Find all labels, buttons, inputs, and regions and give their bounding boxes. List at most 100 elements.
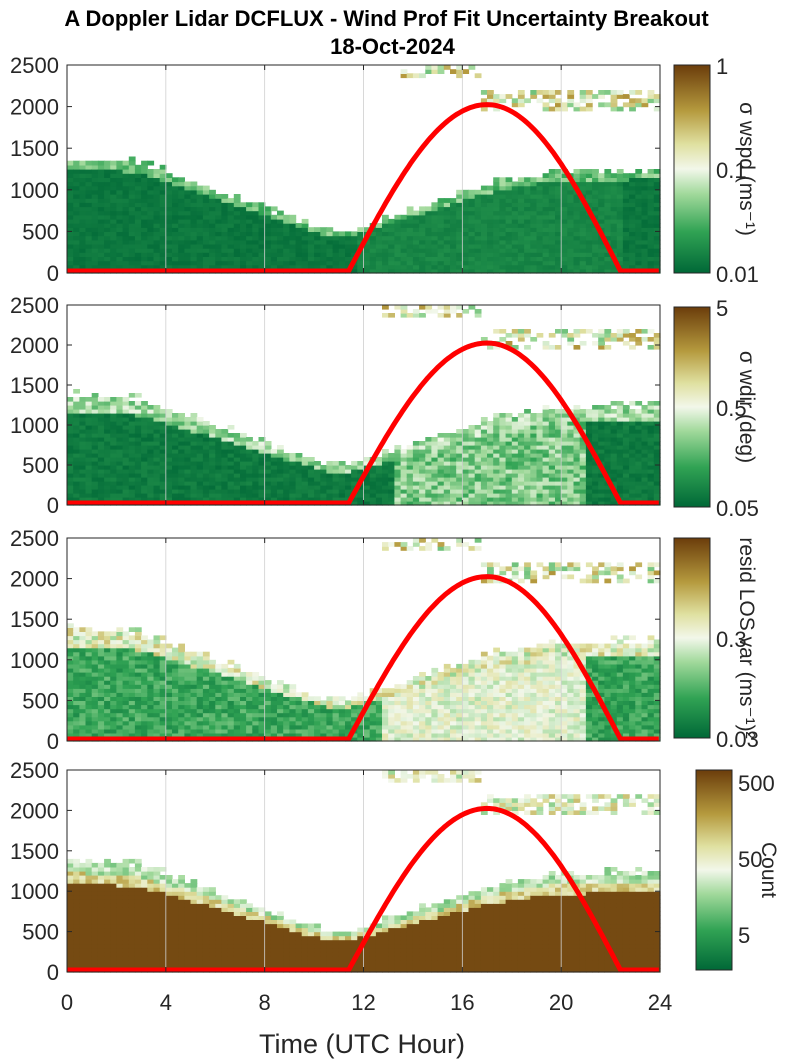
heatmap-cell <box>252 716 260 722</box>
heatmap-cell <box>289 493 297 498</box>
heatmap-cell <box>252 218 260 224</box>
heatmap-cell <box>524 264 531 270</box>
heatmap-cell <box>184 235 192 241</box>
heatmap-cell <box>122 728 130 734</box>
heatmap-cell <box>159 716 167 722</box>
heatmap-cell <box>548 485 556 490</box>
heatmap-cell <box>73 206 80 212</box>
heatmap-cell <box>134 256 142 262</box>
heatmap-cell <box>425 309 433 314</box>
heatmap-cell <box>622 239 630 245</box>
heatmap-cell <box>240 457 247 462</box>
heatmap-cell <box>517 449 525 454</box>
heatmap-cell <box>338 461 346 466</box>
heatmap-cell <box>202 202 210 208</box>
heatmap-cell <box>221 206 229 212</box>
heatmap-cell <box>635 489 643 494</box>
heatmap-cell <box>277 684 284 689</box>
heatmap-cell <box>536 189 544 195</box>
heatmap-cell <box>499 501 507 506</box>
heatmap-cell <box>641 405 649 410</box>
heatmap-cell <box>561 223 568 228</box>
heatmap-cell <box>542 469 550 474</box>
heatmap-cell <box>128 647 136 653</box>
heatmap-cell <box>641 457 649 462</box>
heatmap-cell <box>511 481 519 486</box>
heatmap-cell <box>73 635 80 641</box>
heatmap-cell <box>79 210 87 216</box>
heatmap-cell <box>246 684 253 689</box>
heatmap-cell <box>153 732 161 738</box>
heatmap-cell <box>178 659 185 665</box>
heatmap-cell <box>79 635 87 641</box>
heatmap-cell <box>567 473 575 478</box>
heatmap-cell <box>375 489 383 494</box>
heatmap-cell <box>153 696 161 701</box>
heatmap-cell <box>536 433 544 438</box>
heatmap-cell <box>474 260 482 266</box>
heatmap-cell <box>351 501 358 506</box>
heatmap-cell <box>147 181 155 187</box>
heatmap-cell <box>542 481 550 486</box>
heatmap-cell <box>141 655 148 661</box>
heatmap-cell <box>227 264 235 270</box>
heatmap-cell <box>419 493 426 498</box>
heatmap-cell <box>159 461 167 466</box>
heatmap-cell <box>122 260 130 266</box>
heatmap-cell <box>419 481 426 486</box>
heatmap-cell <box>301 489 309 494</box>
heatmap-cell <box>227 712 235 718</box>
heatmap-cell <box>326 227 334 232</box>
heatmap-cell <box>110 252 117 257</box>
heatmap-cell <box>196 264 204 270</box>
heatmap-cell <box>202 692 210 697</box>
heatmap-cell <box>517 441 525 446</box>
heatmap-cell <box>345 248 352 253</box>
heatmap-cell <box>511 417 519 422</box>
heatmap-cell <box>190 202 198 208</box>
heatmap-cell <box>641 214 649 220</box>
heatmap-cell <box>221 485 229 490</box>
heatmap-cell <box>184 680 192 685</box>
heatmap-cell <box>505 256 513 262</box>
heatmap-cell <box>307 243 315 249</box>
heatmap-cell <box>128 635 136 641</box>
heatmap-cell <box>85 473 93 478</box>
heatmap-cell <box>579 169 587 174</box>
heatmap-cell <box>462 264 470 270</box>
heatmap-cell <box>85 716 93 722</box>
heatmap-cell <box>524 181 531 187</box>
heatmap-cell <box>277 481 284 486</box>
heatmap-cell <box>246 724 253 730</box>
heatmap-cell <box>505 501 513 506</box>
heatmap-cell <box>647 477 655 482</box>
heatmap-cell <box>499 231 507 237</box>
heatmap-cell <box>585 429 593 434</box>
heatmap-cell <box>561 437 568 442</box>
heatmap-cell <box>567 206 575 212</box>
heatmap-cell <box>240 235 247 241</box>
heatmap-cell <box>450 497 457 502</box>
heatmap-cell <box>487 268 494 274</box>
heatmap-cell <box>592 239 599 245</box>
heatmap-cell <box>412 489 420 494</box>
heatmap-cell <box>437 235 445 241</box>
heatmap-cell <box>629 177 636 183</box>
heatmap-cell <box>85 627 93 632</box>
heatmap-cell <box>542 497 550 502</box>
heatmap-cell <box>524 248 531 253</box>
heatmap-cell <box>468 264 476 270</box>
heatmap-cell <box>91 667 99 673</box>
heatmap-cell <box>524 202 531 208</box>
heatmap-cell <box>511 218 519 224</box>
heatmap-cell <box>110 663 117 669</box>
heatmap-cell <box>141 235 148 241</box>
heatmap-cell <box>567 421 575 426</box>
heatmap-cell <box>622 94 630 99</box>
heatmap-cell <box>493 465 500 470</box>
heatmap-cell <box>592 413 599 418</box>
heatmap-cell <box>104 688 111 693</box>
heatmap-cell <box>227 493 235 498</box>
heatmap-cell <box>97 160 105 166</box>
heatmap-cell <box>635 449 643 454</box>
